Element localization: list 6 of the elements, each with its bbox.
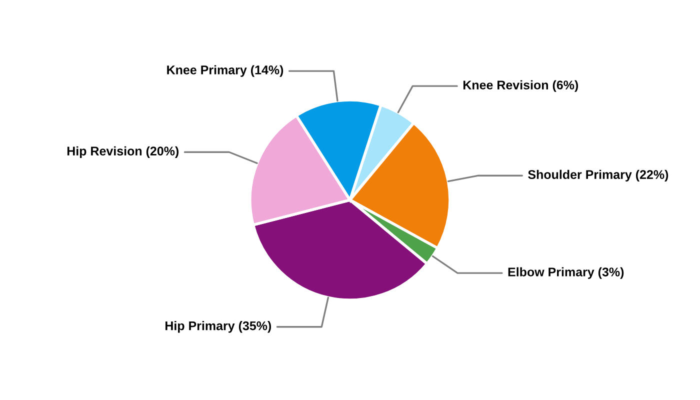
slice-label: Knee Revision (6%) <box>463 80 578 92</box>
slice-label: Shoulder Primary (22%) <box>528 170 668 182</box>
slice-label: Hip Primary (35%) <box>165 321 272 333</box>
slice-label: Elbow Primary (3%) <box>508 267 624 279</box>
slice-label: Knee Primary (14%) <box>167 65 284 77</box>
slice-label: Hip Revision (20%) <box>67 146 179 158</box>
